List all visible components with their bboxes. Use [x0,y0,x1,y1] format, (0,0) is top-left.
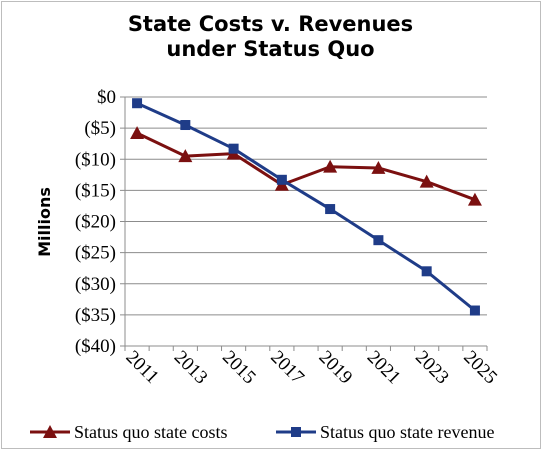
legend-item: Status quo state revenue [276,422,494,442]
y-tick-label: ($30) [75,274,116,295]
x-tick-label: 2021 [363,347,405,389]
legend-label: Status quo state costs [74,422,228,442]
legend-label: Status quo state revenue [320,422,494,442]
data-point [276,174,287,185]
x-tick-label: 2019 [315,347,357,389]
chart-title: State Costs v. Revenues under Status Quo [0,12,541,62]
chart-title-line-1: State Costs v. Revenues [127,12,414,36]
data-point [178,149,193,163]
x-tick-labels: 2011 2013 2015 2017 2019 2021 2023 2025 [122,347,502,389]
data-point [469,305,480,316]
series [130,98,482,316]
data-point [325,204,336,215]
y-tick-label: ($40) [75,336,116,357]
y-tick-label: ($35) [75,305,116,326]
data-point [228,143,239,154]
series-line [136,101,476,312]
series-line [136,131,476,202]
x-tick-label: 2013 [170,347,212,389]
x-tick-label: 2025 [459,347,501,389]
data-point [132,98,143,109]
x-tick-label: 2023 [411,347,453,389]
x-tick-label: 2017 [266,347,308,389]
legend-marker [291,427,301,437]
y-axis-title: Millions [35,187,54,257]
data-point [130,126,145,140]
data-point [419,174,434,188]
y-tick-label: ($25) [75,243,116,264]
data-point [467,192,482,206]
y-tick-label: $0 [97,87,116,108]
data-point [373,235,384,246]
legend: Status quo state costs Status quo state r… [30,422,494,442]
data-point [323,159,338,173]
chart-title-line-2: under Status Quo [166,37,375,61]
y-tick-label: ($10) [75,149,116,170]
x-tick-label: 2015 [218,347,260,389]
series-revenue [132,98,480,316]
data-point [180,120,191,131]
y-tick-label: ($20) [75,212,116,233]
gridlines [125,96,487,347]
data-point [421,266,432,277]
axes [120,96,488,351]
legend-marker [43,425,57,438]
y-tick-label: ($5) [84,118,116,139]
x-tick-label: 2011 [122,347,163,388]
data-point [371,160,386,174]
y-tick-label: ($15) [75,180,116,201]
y-tick-labels: $0 ($5) ($10) ($15) ($20) ($25) ($30) ($35) ($40… [75,87,116,357]
legend-item: Status quo state costs [30,422,228,442]
